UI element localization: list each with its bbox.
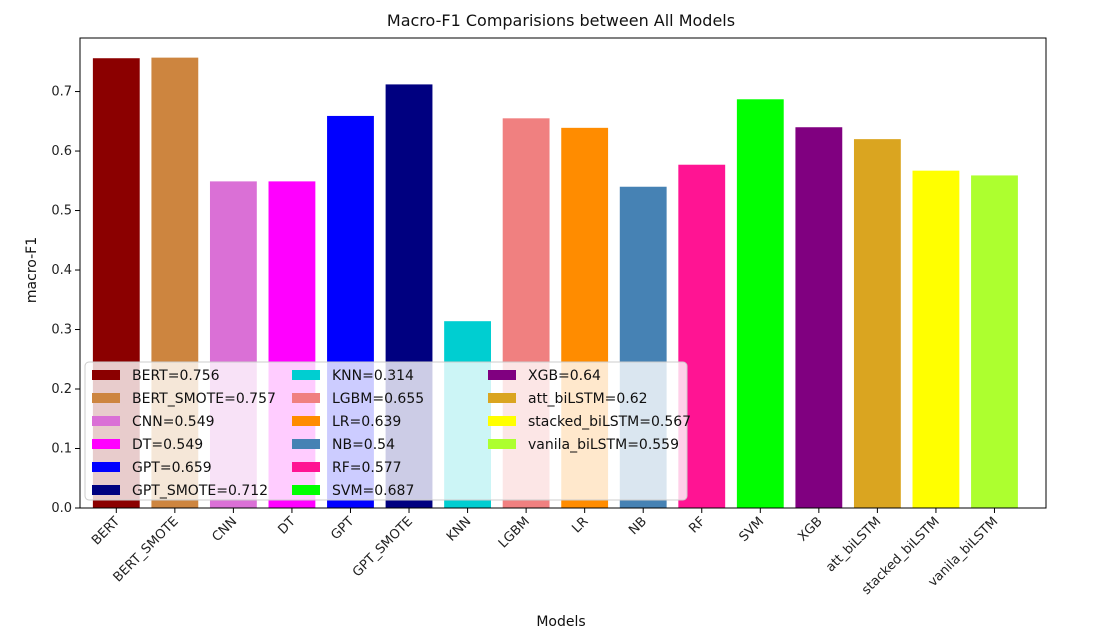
bar-vanila_biLSTM <box>971 175 1018 509</box>
legend-label-LR: LR=0.639 <box>332 414 401 430</box>
x-tick-label-CNN: CNN <box>209 514 240 545</box>
y-tick-label: 0.5 <box>51 204 72 219</box>
legend-label-CNN: CNN=0.549 <box>132 414 215 430</box>
legend-label-att_biLSTM: att_biLSTM=0.62 <box>528 391 648 407</box>
y-tick-label: 0.3 <box>51 323 72 338</box>
legend-swatch-LGBM <box>292 393 320 403</box>
legend-label-GPT_SMOTE: GPT_SMOTE=0.712 <box>132 483 268 499</box>
legend-swatch-BERT_SMOTE <box>92 393 120 403</box>
legend-swatch-GPT <box>92 462 120 472</box>
chart-title: Macro-F1 Comparisions between All Models <box>387 11 735 30</box>
legend-swatch-RF <box>292 462 320 472</box>
x-tick-label-KNN: KNN <box>444 514 474 544</box>
plot-frame <box>79 37 1047 509</box>
x-axis-label: Models <box>536 614 585 630</box>
y-tick-label: 0.0 <box>51 501 72 516</box>
legend-box <box>84 361 688 501</box>
legend-label-XGB: XGB=0.64 <box>528 368 601 384</box>
x-tick-label-XGB: XGB <box>795 514 825 544</box>
legend-swatch-stacked_biLSTM <box>488 416 516 426</box>
legend-swatch-GPT_SMOTE <box>92 485 120 495</box>
legend-label-GPT: GPT=0.659 <box>132 460 212 476</box>
legend-swatch-BERT <box>92 370 120 380</box>
legend-swatch-CNN <box>92 416 120 426</box>
x-tick-label-GPT: GPT <box>328 514 357 543</box>
legend-swatch-DT <box>92 439 120 449</box>
legend-swatch-SVM <box>292 485 320 495</box>
legend-swatch-KNN <box>292 370 320 380</box>
legend-swatch-NB <box>292 439 320 449</box>
legend-label-vanila_biLSTM: vanila_biLSTM=0.559 <box>528 437 679 453</box>
legend-swatch-vanila_biLSTM <box>488 439 516 449</box>
legend-label-KNN: KNN=0.314 <box>332 368 414 384</box>
legend-label-stacked_biLSTM: stacked_biLSTM=0.567 <box>528 414 691 430</box>
x-tick-label-NB: NB <box>626 514 650 538</box>
x-tick-label-SVM: SVM <box>736 514 767 545</box>
y-axis-label: macro-F1 <box>24 237 40 303</box>
x-tick-label-LGBM: LGBM <box>496 514 533 551</box>
legend-label-DT: DT=0.549 <box>132 437 203 453</box>
x-tick-label-att_biLSTM: att_biLSTM <box>823 514 884 575</box>
legend-label-NB: NB=0.54 <box>332 437 395 453</box>
bar-SVM <box>736 99 784 509</box>
y-tick-label: 0.6 <box>51 144 72 159</box>
y-tick-label: 0.2 <box>51 382 72 397</box>
legend: BERT=0.756 BERT_SMOTE=0.757 CNN=0.549 DT=0.… <box>84 361 691 501</box>
x-tick-label-GPT_SMOTE: GPT_SMOTE <box>350 514 416 580</box>
legend-label-SVM: SVM=0.687 <box>332 483 414 499</box>
y-tick-label: 0.4 <box>51 263 72 278</box>
bar-stacked_biLSTM <box>912 170 960 508</box>
legend-label-BERT: BERT=0.756 <box>132 368 220 384</box>
y-tick-label: 0.7 <box>51 85 72 100</box>
legend-label-LGBM: LGBM=0.655 <box>332 391 424 407</box>
bar-XGB <box>795 127 843 508</box>
x-tick-label-BERT: BERT <box>89 514 123 548</box>
legend-swatch-att_biLSTM <box>488 393 516 403</box>
x-tick-label-DT: DT <box>275 514 298 537</box>
legend-label-BERT_SMOTE: BERT_SMOTE=0.757 <box>132 391 276 407</box>
x-tick-label-RF: RF <box>686 514 708 536</box>
x-tick-label-LR: LR <box>569 514 591 536</box>
y-tick-label: 0.1 <box>51 442 72 457</box>
legend-swatch-XGB <box>488 370 516 380</box>
legend-label-RF: RF=0.577 <box>332 460 402 476</box>
legend-swatch-LR <box>292 416 320 426</box>
bar-att_biLSTM <box>853 139 901 509</box>
